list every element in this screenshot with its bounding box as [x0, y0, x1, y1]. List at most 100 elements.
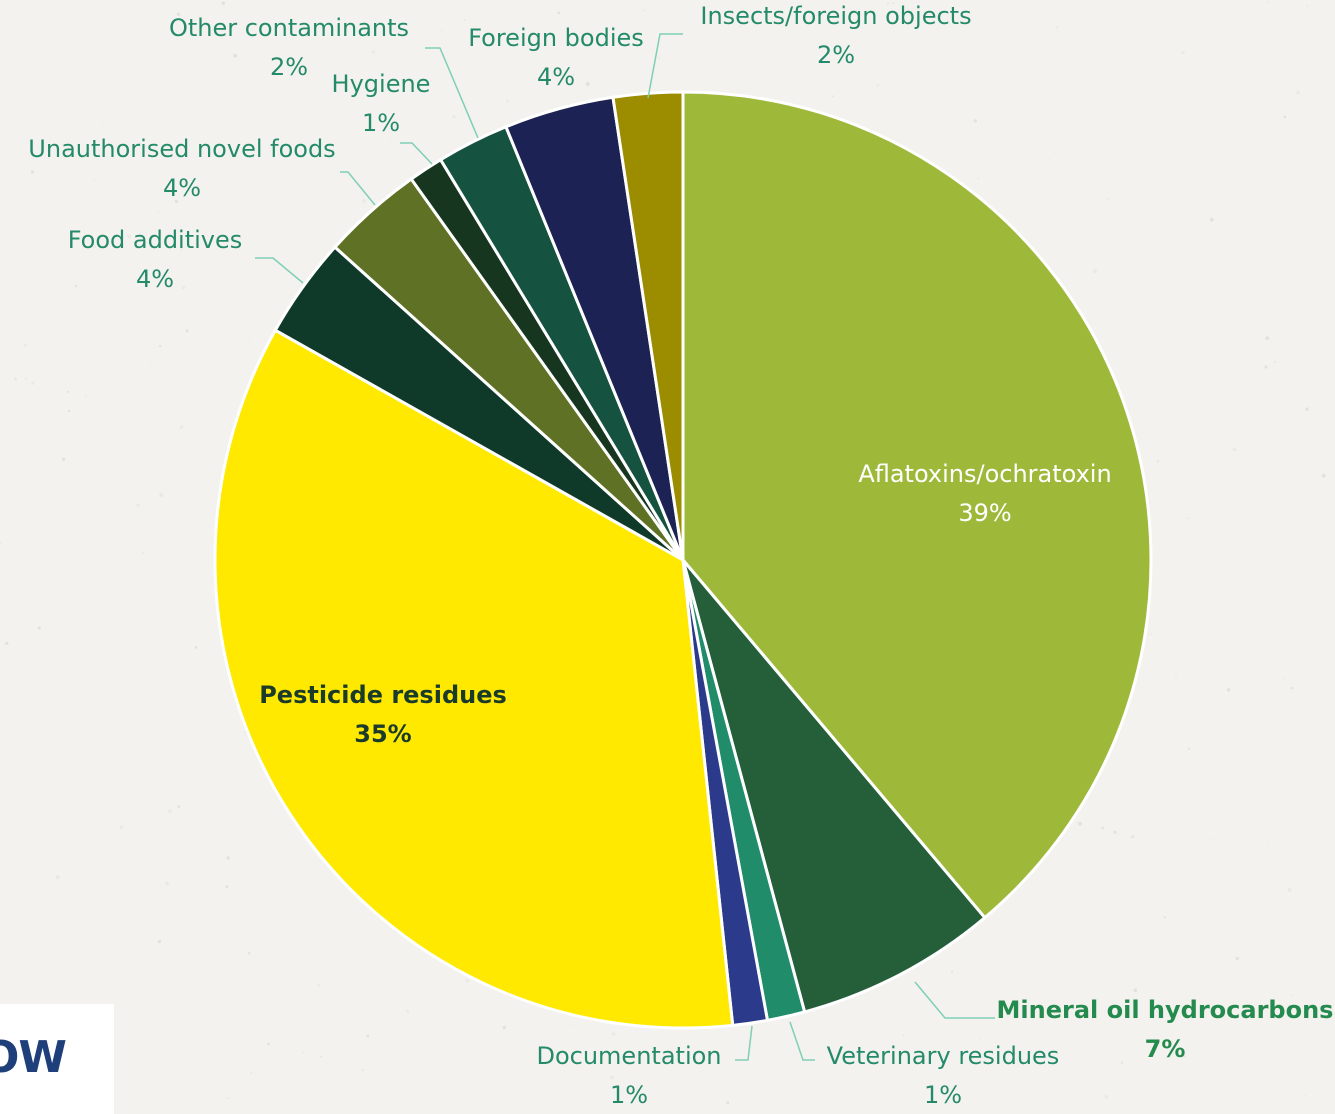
texture-speck — [1267, 841, 1270, 843]
texture-speck — [0, 541, 2, 544]
leader-line — [914, 981, 995, 1019]
leader-line — [647, 33, 683, 99]
texture-speck — [31, 381, 35, 385]
texture-speck — [1265, 336, 1270, 341]
slice-label-percent: 4% — [537, 63, 575, 91]
texture-speck — [1291, 994, 1294, 997]
texture-speck — [179, 425, 184, 429]
texture-speck — [1297, 317, 1299, 319]
slice-label-name: Pesticide residues — [259, 681, 507, 709]
slice-label-percent: 4% — [163, 174, 201, 202]
texture-speck — [5, 641, 9, 646]
slice-label: Veterinary residues 1% — [827, 1042, 1060, 1109]
texture-speck — [174, 199, 179, 204]
texture-speck — [366, 1034, 370, 1038]
texture-speck — [610, 1075, 614, 1080]
slice-label-percent: 4% — [136, 265, 174, 293]
texture-speck — [149, 364, 152, 367]
texture-speck — [1300, 197, 1302, 199]
slice-label-percent: 1% — [362, 109, 400, 137]
texture-speck — [1055, 26, 1059, 29]
texture-speck — [67, 390, 70, 393]
texture-speck — [176, 12, 181, 16]
texture-speck — [67, 409, 71, 413]
texture-speck — [1131, 835, 1134, 839]
texture-speck — [362, 199, 366, 203]
texture-speck — [658, 57, 661, 59]
leader-line — [425, 47, 479, 139]
texture-speck — [1287, 887, 1292, 892]
texture-speck — [180, 248, 183, 251]
slice-label-name: Food additives — [68, 226, 243, 254]
texture-speck — [355, 1065, 357, 1066]
pie-slice-insects-foreign-objects — [611, 90, 685, 562]
texture-speck — [463, 19, 466, 22]
slice-label: Unauthorised novel foods 4% — [28, 135, 335, 202]
slice-label-percent: 1% — [924, 1081, 962, 1109]
texture-speck — [17, 272, 19, 274]
texture-speck — [248, 338, 250, 340]
texture-speck — [1280, 572, 1282, 574]
texture-speck — [1209, 217, 1214, 222]
leader-line — [789, 1021, 815, 1061]
texture-speck — [1213, 838, 1215, 840]
slice-label: Foreign bodies 4% — [468, 24, 644, 91]
slice-label-name: Hygiene — [332, 70, 431, 98]
texture-speck — [1232, 447, 1237, 452]
texture-speck — [1209, 891, 1211, 893]
texture-speck — [226, 856, 230, 860]
texture-speck — [13, 377, 18, 381]
texture-speck — [233, 53, 238, 58]
texture-speck — [197, 185, 200, 188]
texture-speck — [858, 1045, 860, 1047]
texture-speck — [1104, 1095, 1109, 1099]
texture-speck — [317, 983, 320, 987]
texture-speck — [244, 731, 247, 734]
texture-speck — [585, 82, 590, 87]
texture-speck — [55, 875, 60, 880]
leader-line — [340, 171, 376, 206]
texture-speck — [30, 170, 35, 174]
texture-speck — [876, 84, 879, 87]
texture-speck — [224, 41, 226, 43]
texture-speck — [1150, 633, 1153, 636]
texture-speck — [206, 665, 209, 668]
logo: OW — [0, 1004, 114, 1114]
slice-label: Aflatoxins/ochratoxin 39% — [858, 460, 1111, 527]
texture-speck — [1274, 360, 1277, 364]
slice-label-name: Mineral oil hydrocarbons — [997, 996, 1334, 1024]
texture-speck — [267, 1042, 270, 1046]
texture-speck — [136, 503, 140, 507]
texture-speck — [726, 1101, 730, 1105]
texture-speck — [25, 378, 27, 380]
texture-speck — [465, 978, 469, 983]
logo-text: OW — [0, 1032, 67, 1083]
texture-speck — [1305, 407, 1309, 411]
texture-speck — [141, 551, 145, 555]
slice-label-name: Other contaminants — [169, 14, 409, 42]
texture-speck — [371, 50, 375, 54]
texture-speck — [1291, 686, 1294, 690]
texture-speck — [704, 1050, 706, 1052]
slice-label: Hygiene 1% — [332, 70, 431, 137]
slice-label: Pesticide residues 35% — [259, 681, 507, 748]
texture-speck — [168, 809, 172, 814]
texture-speck — [1226, 688, 1231, 692]
texture-speck — [1175, 676, 1177, 678]
texture-speck — [440, 30, 442, 32]
texture-speck — [1133, 988, 1138, 992]
texture-speck — [247, 952, 251, 955]
texture-speck — [221, 1, 225, 6]
texture-speck — [1193, 632, 1195, 634]
slice-label-percent: 2% — [270, 53, 308, 81]
texture-speck — [159, 492, 164, 497]
texture-speck — [119, 825, 124, 829]
texture-speck — [74, 284, 78, 288]
texture-speck — [636, 1089, 640, 1093]
slice-label: Documentation 1% — [536, 1042, 721, 1109]
texture-speck — [93, 179, 95, 181]
texture-speck — [1107, 197, 1110, 200]
texture-speck — [94, 246, 96, 248]
texture-speck — [1306, 5, 1308, 7]
texture-speck — [1078, 821, 1082, 826]
